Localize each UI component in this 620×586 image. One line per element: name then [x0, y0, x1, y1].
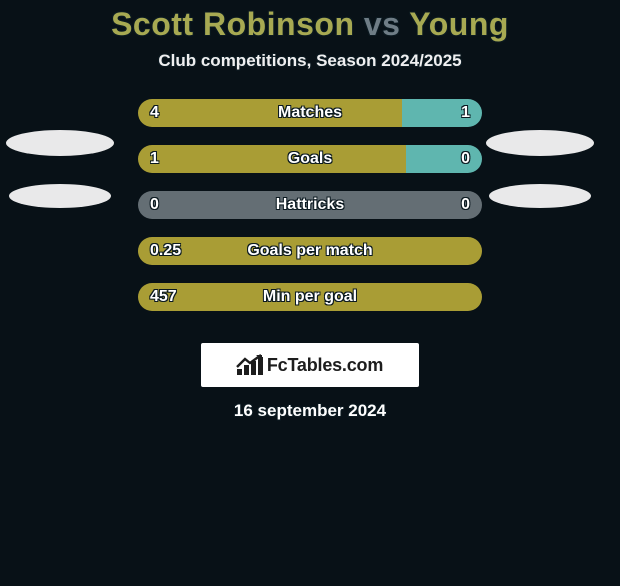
badge-text: FcTables.com	[267, 355, 383, 376]
stat-value-right: 0	[461, 145, 470, 173]
stat-bar-left	[138, 145, 406, 173]
stat-value-left: 4	[150, 99, 159, 127]
stat-bar-track	[138, 99, 482, 127]
stat-bar-left	[138, 283, 482, 311]
decorative-ellipse	[9, 184, 111, 208]
decorative-ellipse	[486, 130, 594, 156]
stat-bar-track	[138, 237, 482, 265]
stat-row: Min per goal457	[0, 283, 620, 329]
versus-text: vs	[364, 6, 401, 42]
decorative-ellipse	[6, 130, 114, 156]
chart-icon-bar	[244, 365, 249, 375]
subtitle: Club competitions, Season 2024/2025	[0, 51, 620, 71]
stat-value-right: 1	[461, 99, 470, 127]
stat-bar-track	[138, 283, 482, 311]
stat-value-left: 1	[150, 145, 159, 173]
stat-row: Goals per match0.25	[0, 237, 620, 283]
chart-icon-bar	[258, 357, 263, 375]
stat-bar-left	[138, 191, 482, 219]
date-text: 16 september 2024	[0, 401, 620, 421]
stat-value-left: 0.25	[150, 237, 181, 265]
page-title: Scott Robinson vs Young	[0, 6, 620, 43]
chart-icon-bar	[237, 369, 242, 375]
stat-value-right: 0	[461, 191, 470, 219]
stat-value-left: 457	[150, 283, 177, 311]
stat-bar-left	[138, 99, 402, 127]
chart-icon-bar	[251, 361, 256, 375]
stat-value-left: 0	[150, 191, 159, 219]
chart-icon	[237, 355, 263, 375]
player2-name: Young	[409, 6, 509, 42]
decorative-ellipse	[489, 184, 591, 208]
stat-bar-right	[406, 145, 482, 173]
footer-badge: FcTables.com	[201, 343, 419, 387]
stat-bar-track	[138, 191, 482, 219]
player1-name: Scott Robinson	[111, 6, 354, 42]
stat-bar-track	[138, 145, 482, 173]
stat-bar-left	[138, 237, 482, 265]
comparison-card: Scott Robinson vs Young Club competition…	[0, 6, 620, 586]
